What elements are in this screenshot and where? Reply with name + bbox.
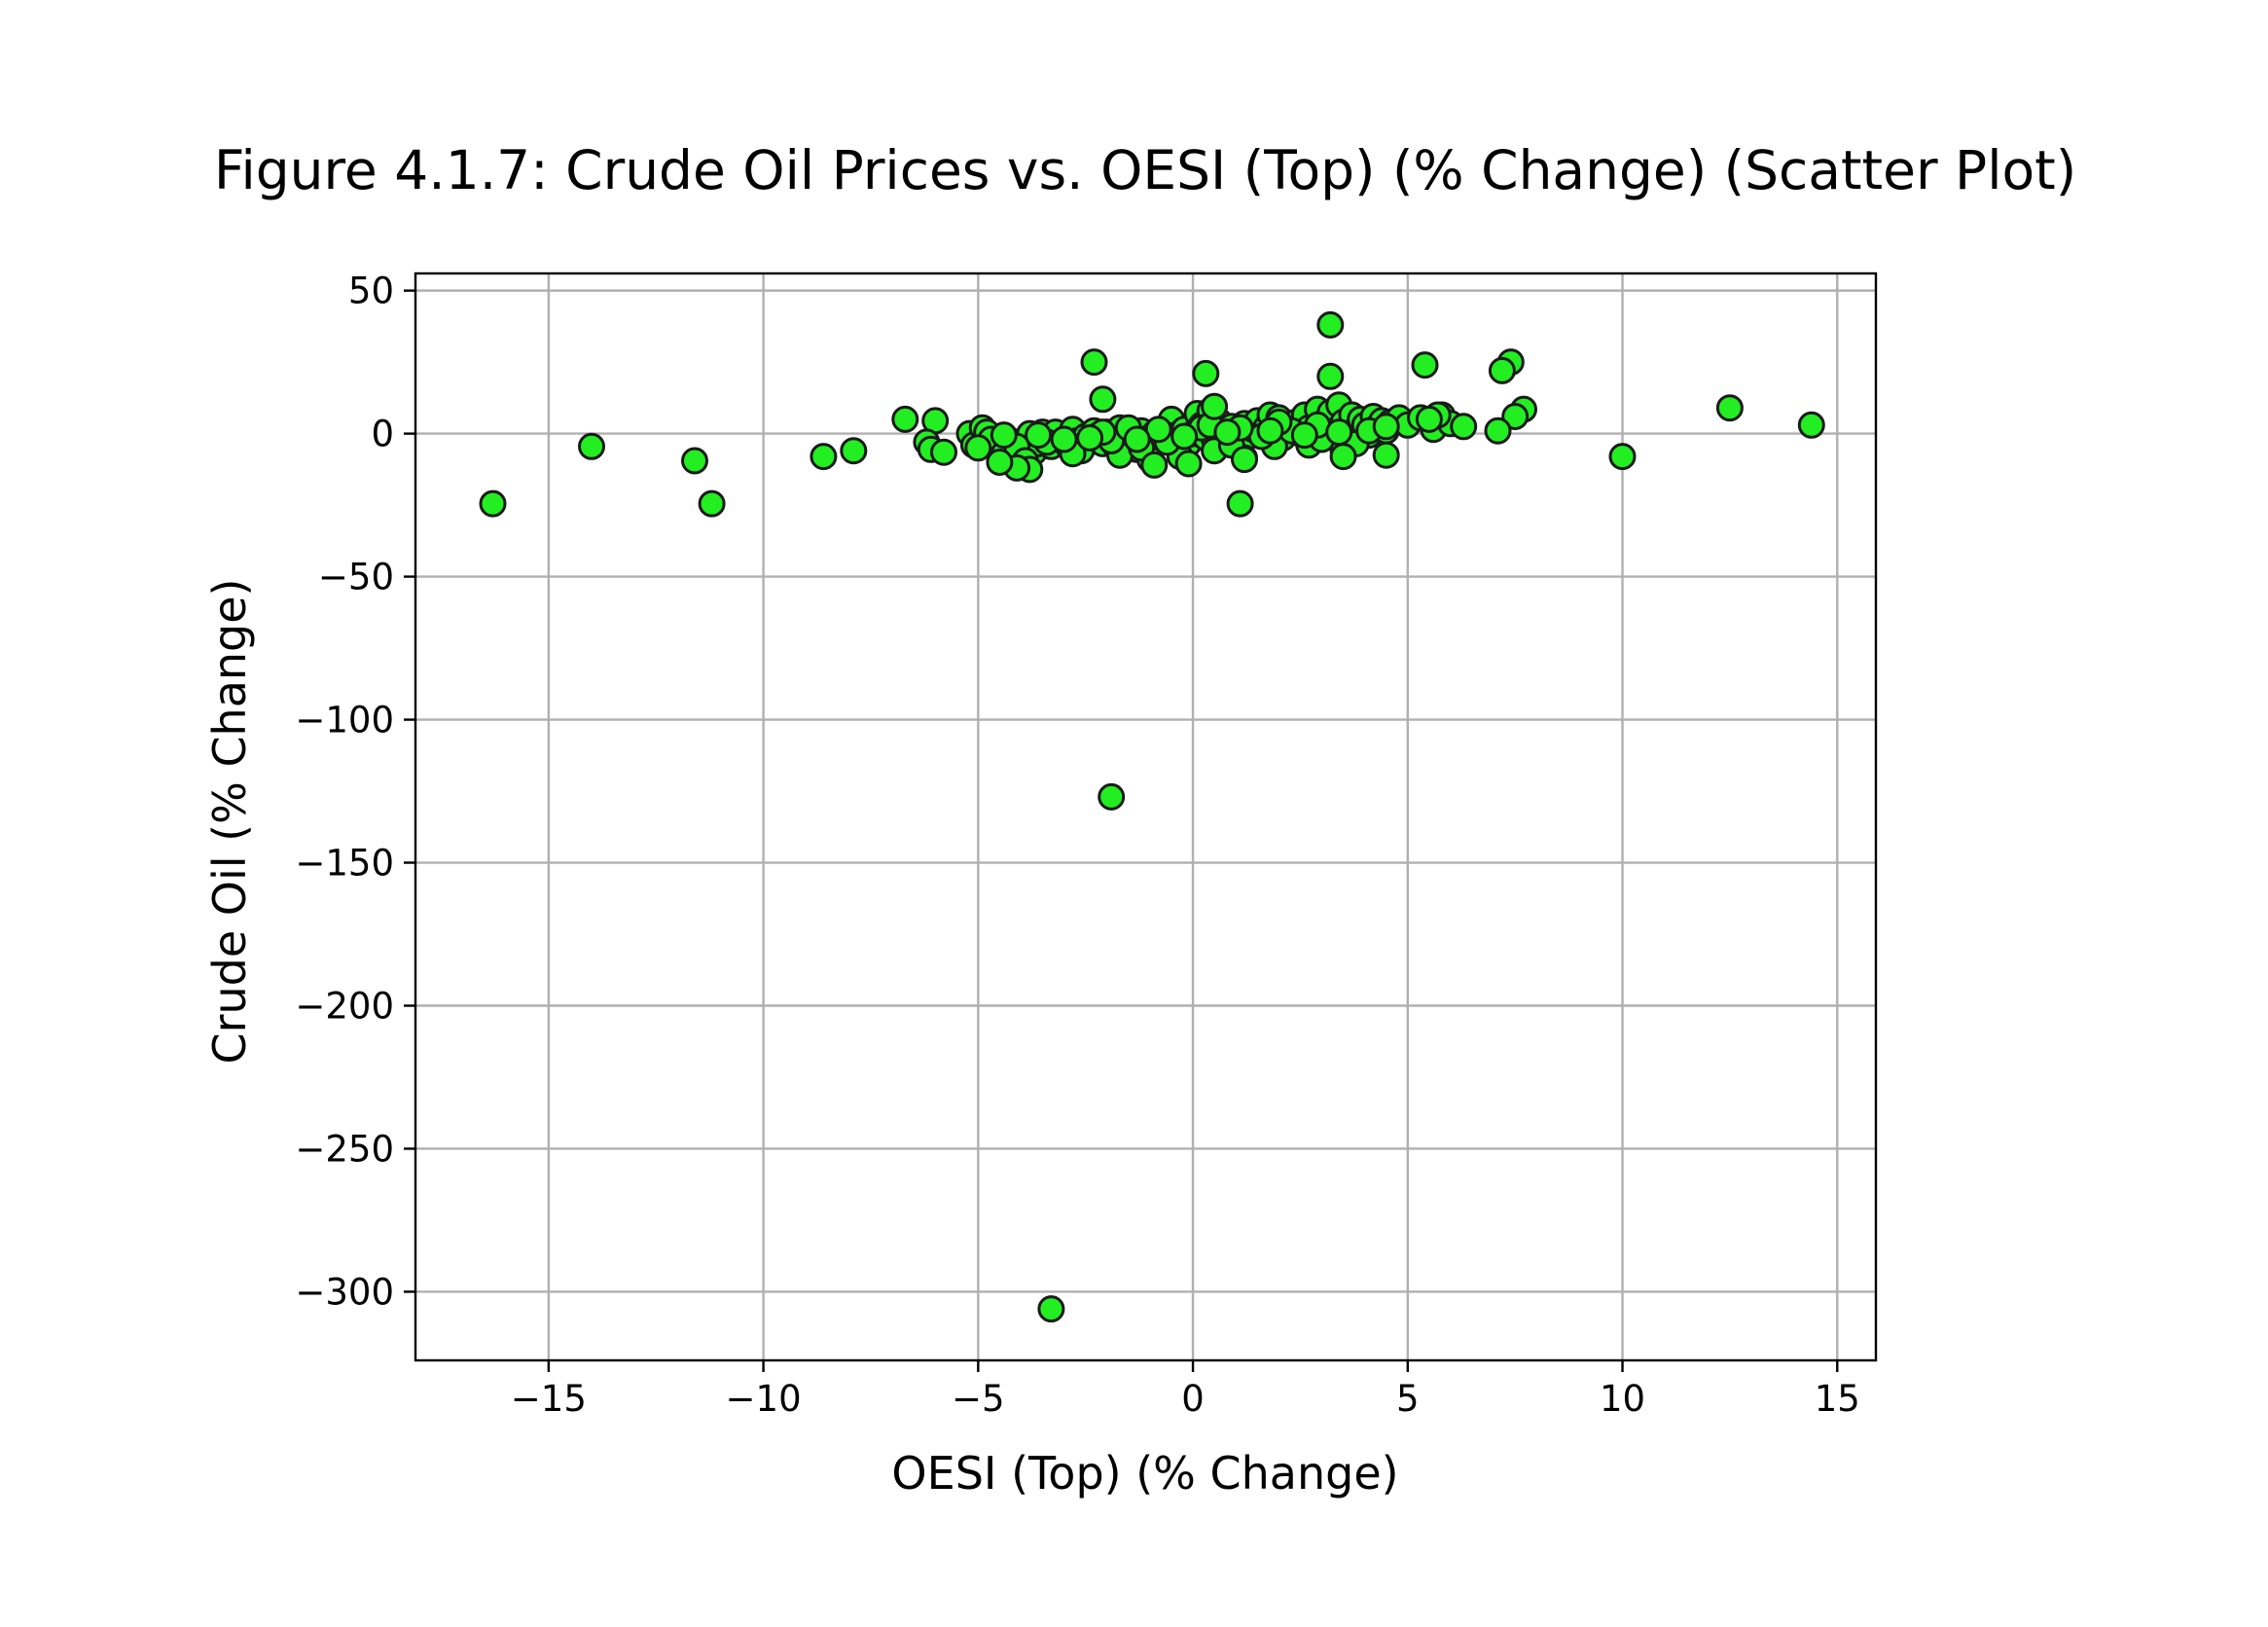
y-tick-label: −250	[295, 1128, 394, 1170]
scatter-point	[1140, 451, 1169, 479]
scatter-point	[1488, 356, 1516, 384]
x-tick-label: −15	[511, 1378, 587, 1420]
scatter-point	[1123, 425, 1151, 453]
scatter-point	[810, 443, 838, 471]
x-tick-label: −5	[952, 1378, 1005, 1420]
x-tick-label: 15	[1815, 1378, 1860, 1420]
y-tick-label: −50	[318, 557, 394, 598]
scatter-point	[1192, 359, 1220, 387]
scatter-point	[1231, 446, 1258, 474]
scatter-point	[1316, 362, 1345, 390]
y-axis-ticks: 50 0 −50 −100 −150 −200 −250 −300	[295, 271, 415, 1313]
x-tick-label: −10	[726, 1378, 802, 1420]
chart-title: Figure 4.1.7: Crude Oil Prices vs. OESI …	[214, 139, 2076, 201]
scatter-point	[1037, 1295, 1065, 1323]
scatter-point	[840, 437, 868, 465]
x-tick-label: 10	[1600, 1378, 1645, 1420]
x-axis-ticks: −15 −10 −5 0 5 10 15	[511, 1360, 1860, 1420]
scatter-point	[1797, 411, 1825, 439]
scatter-point	[1076, 424, 1104, 452]
x-axis-label: OESI (Top) (% Change)	[891, 1447, 1398, 1500]
scatter-point	[1256, 416, 1284, 445]
data-points	[479, 310, 1825, 1323]
scatter-point	[990, 421, 1018, 450]
scatter-point	[1025, 421, 1053, 450]
x-tick-label: 0	[1181, 1378, 1205, 1420]
scatter-point	[1144, 416, 1172, 444]
scatter-point	[1201, 392, 1229, 420]
scatter-point	[930, 438, 957, 466]
scatter-point	[1715, 394, 1744, 422]
scatter-point	[986, 449, 1014, 476]
scatter-point	[1325, 418, 1353, 447]
y-tick-label: 50	[348, 271, 394, 312]
x-tick-label: 5	[1396, 1378, 1420, 1420]
y-tick-label: 0	[371, 414, 394, 455]
scatter-point	[1316, 310, 1345, 339]
y-tick-label: −150	[295, 843, 394, 885]
scatter-point	[578, 432, 605, 460]
scatter-point	[1329, 443, 1357, 471]
scatter-point	[1501, 403, 1530, 430]
scatter-point	[1484, 416, 1512, 445]
scatter-point	[1411, 351, 1439, 380]
scatter-point	[698, 489, 726, 518]
scatter-point	[1050, 425, 1078, 453]
scatter-point	[1608, 443, 1637, 471]
y-tick-label: −100	[295, 700, 394, 741]
y-tick-label: −200	[295, 986, 394, 1028]
scatter-point	[1080, 348, 1108, 377]
scatter-point	[1089, 385, 1117, 414]
scatter-point	[1226, 489, 1254, 518]
scatter-point	[964, 434, 992, 462]
scatter-point	[891, 405, 919, 433]
y-axis-label: Crude Oil (% Change)	[203, 578, 256, 1064]
y-tick-label: −300	[295, 1271, 394, 1313]
scatter-point	[1372, 441, 1400, 469]
scatter-point	[1098, 782, 1126, 811]
plot-frame	[414, 271, 1878, 1362]
scatter-point	[1450, 413, 1478, 441]
scatter-point	[1213, 418, 1242, 447]
scatter-point	[1372, 413, 1400, 441]
scatter-point	[681, 447, 708, 475]
scatter-point	[1290, 421, 1318, 450]
scatter-point	[479, 489, 507, 518]
scatter-point	[1415, 405, 1443, 433]
scatter-point	[1174, 450, 1203, 478]
scatter-point	[1170, 422, 1199, 451]
